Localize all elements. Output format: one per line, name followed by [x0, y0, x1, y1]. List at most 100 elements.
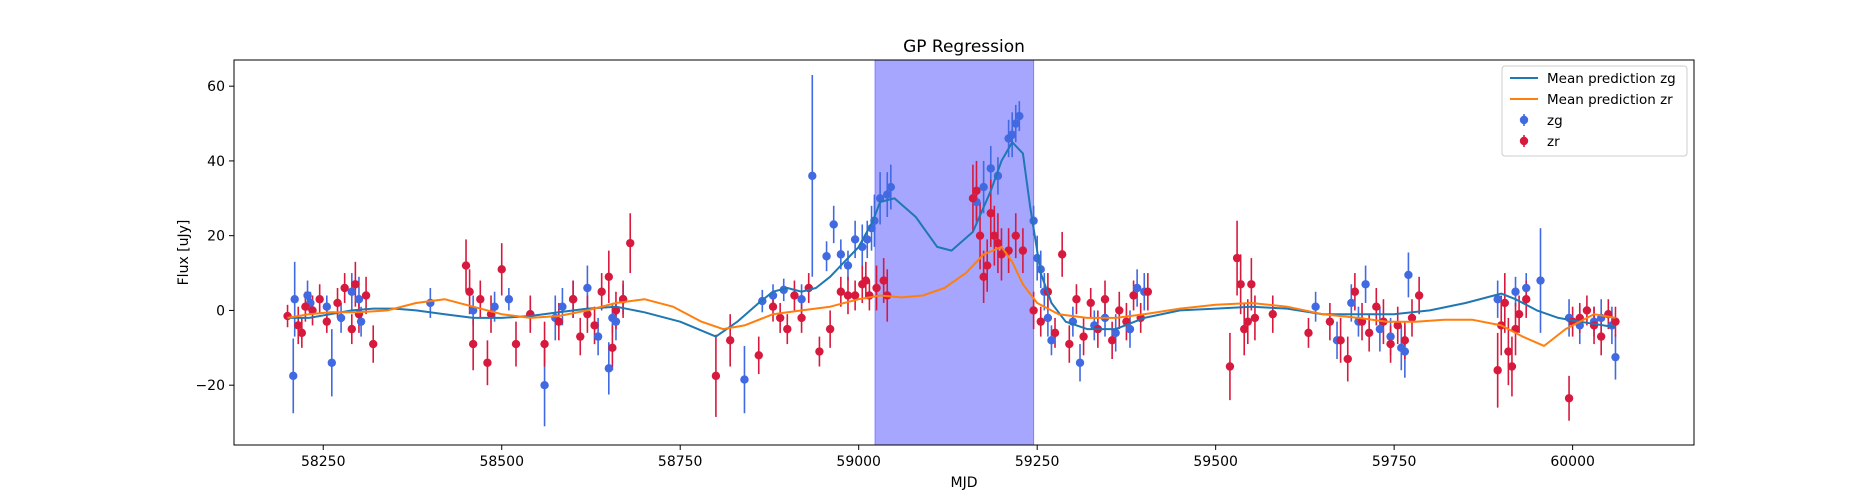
point-zg-19: [583, 283, 592, 293]
point-zr-55: [968, 194, 978, 203]
point-zr-117: [1582, 306, 1592, 315]
x-tick-label-59750: 59750: [1372, 454, 1417, 470]
point-zr-113: [1522, 295, 1531, 304]
point-zg-29: [797, 295, 806, 304]
y-tick-label--20: −20: [195, 378, 225, 394]
x-tick-label-59500: 59500: [1193, 454, 1238, 470]
point-zg-23: [611, 317, 621, 326]
point-zr-90: [1250, 313, 1260, 323]
point-zg-74: [1404, 270, 1413, 280]
point-zr-77: [1100, 295, 1110, 304]
point-zr-10: [351, 280, 360, 289]
point-zg-6: [336, 313, 346, 323]
point-zg-62: [1125, 324, 1135, 334]
legend-label-zr-line: Mean prediction zr: [1547, 92, 1673, 108]
point-zg-0: [289, 371, 298, 381]
point-zr-23: [540, 339, 549, 349]
point-zr-106: [1493, 366, 1502, 375]
point-zg-8: [354, 295, 364, 304]
point-zr-6: [322, 317, 332, 326]
point-zr-62: [993, 238, 1003, 248]
x-tick-label-59000: 59000: [836, 454, 881, 470]
point-zg-21: [604, 364, 614, 373]
point-zr-83: [1143, 287, 1153, 296]
point-zg-30: [808, 171, 817, 181]
x-axis-title: MJD: [951, 475, 978, 491]
point-zg-63: [1132, 283, 1142, 293]
point-zg-40: [875, 194, 885, 203]
point-zr-57: [975, 231, 985, 240]
point-zr-13: [369, 339, 378, 349]
y-tick-label-20: 20: [207, 229, 225, 245]
point-zr-20: [497, 265, 506, 274]
point-zg-34: [843, 261, 853, 270]
point-zr-34: [626, 238, 635, 248]
prediction-line-layer: [287, 141, 1616, 347]
point-zr-4: [308, 306, 317, 315]
point-zg-73: [1400, 347, 1410, 356]
point-zr-39: [775, 313, 785, 323]
point-zr-24: [554, 317, 564, 326]
point-zg-25: [740, 375, 749, 384]
point-zr-45: [825, 324, 835, 334]
point-zr-5: [315, 295, 324, 304]
point-zr-73: [1072, 295, 1081, 304]
point-zr-52: [872, 283, 881, 293]
point-zr-81: [1129, 291, 1138, 300]
point-zg-7: [347, 287, 356, 296]
point-zr-88: [1243, 317, 1252, 326]
point-zg-48: [1007, 130, 1017, 139]
point-zg-67: [1347, 298, 1356, 308]
x-tick-label-58750: 58750: [658, 454, 703, 470]
point-zr-0: [283, 311, 292, 321]
point-zg-77: [1522, 283, 1531, 293]
point-zr-37: [754, 351, 763, 360]
point-zr-35: [711, 371, 721, 381]
point-zg-31: [822, 252, 831, 261]
point-zg-76: [1511, 287, 1520, 296]
legend-label-zg-points: zg: [1547, 113, 1563, 129]
legend-swatch-zr-points: [1519, 135, 1529, 147]
point-zg-15: [540, 380, 549, 390]
point-zr-12: [361, 291, 371, 300]
chart-title: GP Regression: [903, 37, 1025, 57]
point-zr-47: [843, 291, 853, 300]
point-zr-108: [1500, 298, 1510, 308]
point-zr-103: [1400, 336, 1410, 345]
point-zr-75: [1086, 298, 1095, 308]
point-zr-44: [815, 347, 824, 356]
point-zr-71: [1057, 250, 1067, 259]
point-zg-5: [327, 358, 337, 367]
point-zg-12: [490, 302, 499, 311]
point-zr-95: [1343, 354, 1352, 364]
point-zr-92: [1304, 328, 1313, 338]
point-zg-13: [504, 295, 514, 304]
point-zg-65: [1311, 302, 1320, 311]
plot-frame: [233, 59, 1695, 446]
point-zg-2: [303, 291, 312, 300]
y-tick-label-40: 40: [207, 154, 225, 170]
point-zr-94: [1336, 336, 1345, 345]
point-zg-75: [1493, 295, 1502, 304]
y-tick-label-60: 60: [207, 79, 225, 95]
point-zg-84: [1611, 352, 1620, 362]
point-zg-37: [863, 235, 872, 244]
legend-label-zg-line: Mean prediction zg: [1547, 71, 1676, 87]
point-zr-42: [797, 313, 806, 323]
x-tick-label-60000: 60000: [1550, 454, 1595, 470]
point-zr-2: [297, 328, 307, 338]
point-zg-9: [356, 317, 366, 326]
point-zr-86: [1236, 280, 1245, 289]
point-zg-33: [836, 250, 846, 259]
point-zr-93: [1325, 317, 1335, 326]
point-zr-87: [1240, 324, 1249, 334]
point-zr-78: [1107, 336, 1117, 345]
legend-marker-zg: [1519, 115, 1529, 125]
point-zr-85: [1232, 253, 1242, 263]
point-zr-1: [294, 321, 303, 330]
point-zr-61: [990, 231, 999, 240]
point-zg-32: [829, 220, 838, 229]
point-zr-9: [347, 324, 356, 334]
point-zg-69: [1361, 280, 1370, 289]
point-zg-58: [1075, 358, 1085, 367]
